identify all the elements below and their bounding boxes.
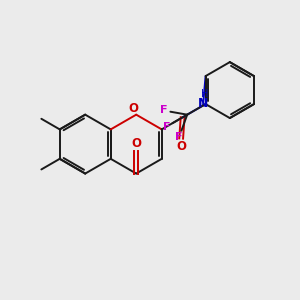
Text: N: N <box>198 97 208 110</box>
Text: O: O <box>129 102 139 115</box>
Text: F: F <box>163 122 170 132</box>
Text: O: O <box>176 140 186 153</box>
Text: O: O <box>131 137 141 150</box>
Text: F: F <box>175 132 183 142</box>
Text: F: F <box>160 106 167 116</box>
Text: H: H <box>201 89 208 99</box>
